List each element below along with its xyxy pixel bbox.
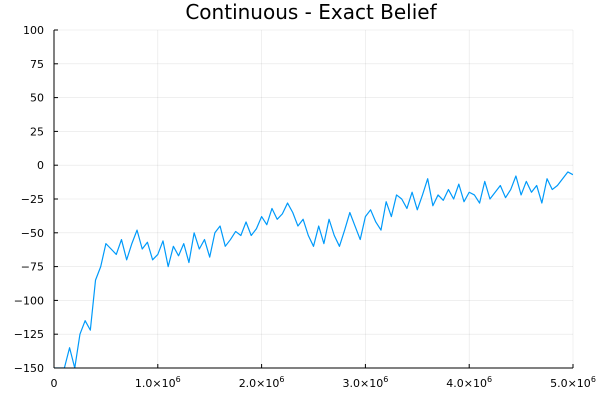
y-tick-label: −150 bbox=[14, 362, 44, 375]
x-tick-label: 4.0×106 bbox=[446, 375, 492, 390]
y-ticks: 100 75 50 25 0 −25 −50 −75 −100 −125 −150 bbox=[14, 24, 58, 375]
x-tick-label: 1.0×106 bbox=[135, 375, 181, 390]
x-tick-exponent: 6 bbox=[383, 375, 388, 384]
x-tick-exponent: 6 bbox=[176, 375, 181, 384]
x-ticks: 0 1.0×106 2.0×106 3.0×106 4.0×106 5.0×106 bbox=[51, 364, 596, 390]
x-tick-exponent: 6 bbox=[591, 375, 596, 384]
y-tick-label: 100 bbox=[23, 24, 44, 37]
x-tick-label: 5.0×106 bbox=[550, 375, 596, 390]
x-tick-label: 3.0×106 bbox=[342, 375, 388, 390]
y-tick-label: −50 bbox=[21, 227, 44, 240]
x-tick-label: 2.0×106 bbox=[239, 375, 285, 390]
y-tick-label: 50 bbox=[30, 92, 44, 105]
x-tick-exponent: 6 bbox=[279, 375, 284, 384]
grid bbox=[53, 29, 574, 369]
series-line-0 bbox=[54, 171, 573, 368]
series-layer bbox=[54, 171, 573, 368]
y-tick-label: 25 bbox=[30, 125, 44, 138]
y-tick-label: −25 bbox=[21, 193, 44, 206]
y-tick-label: 75 bbox=[30, 58, 44, 71]
chart-title: Continuous - Exact Belief bbox=[185, 0, 437, 24]
y-tick-label: −100 bbox=[14, 294, 44, 307]
x-tick-label: 0 bbox=[51, 377, 58, 390]
x-tick-exponent: 6 bbox=[487, 375, 492, 384]
y-tick-label: −75 bbox=[21, 261, 44, 274]
y-tick-label: 0 bbox=[37, 159, 44, 172]
y-tick-label: −125 bbox=[14, 328, 44, 341]
